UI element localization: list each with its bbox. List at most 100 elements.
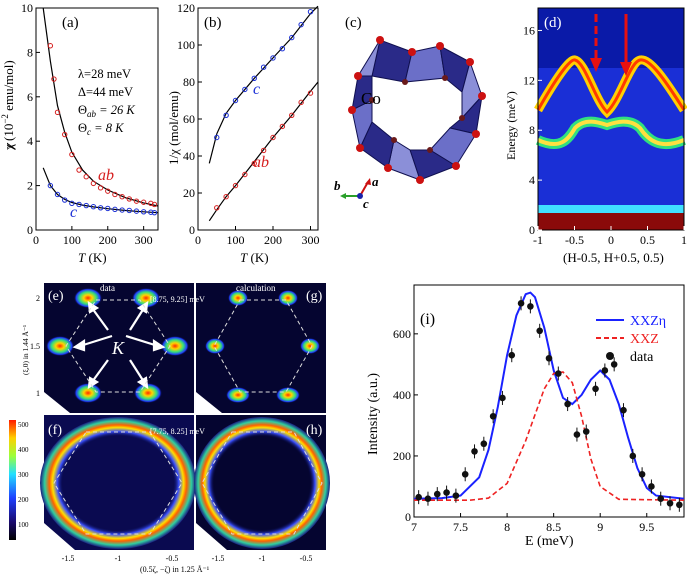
- panel-a-param-lambda: λ=28 meV: [78, 67, 131, 81]
- panel-b: 0 20 40 60 80 100 120 0 100 200 300 (b) c ab 1/χ …: [166, 1, 320, 265]
- panel-b-y-ticks: 0 20 40 60 80 100 120: [177, 1, 202, 237]
- panel-d: (d) 0 4 8 12 16 -1 -0.5 0 0.5 1 Energy (meV) (H-…: [504, 7, 687, 265]
- panel-a-xlabel: T (K): [78, 250, 107, 265]
- data-point: [582, 428, 590, 435]
- panel-e-K-label: K: [111, 338, 125, 358]
- panel-b-series-c-label: c: [253, 81, 260, 98]
- data-point-c: [76, 201, 82, 208]
- data-point: [620, 406, 627, 414]
- panel-i-ylabel: Intensity (a.u.): [366, 373, 381, 455]
- panel-a-data-points: [47, 43, 158, 216]
- data-point: [592, 385, 599, 393]
- data-point-c: [140, 209, 147, 215]
- panel-b-series-ab-label: ab: [253, 154, 269, 171]
- data-point-c: [260, 64, 267, 70]
- data-point: [657, 495, 665, 502]
- data-point-ab: [223, 194, 229, 200]
- data-point-ab: [242, 171, 248, 178]
- panel-i-x-ticks: 7 7.5 8 8.5 9 9.5: [411, 513, 654, 534]
- data-point-ab: [140, 199, 147, 205]
- data-point: [545, 354, 553, 362]
- data-point-ab: [83, 174, 89, 180]
- data-point-c: [242, 86, 248, 93]
- panel-i-frame: [413, 284, 685, 518]
- panel-i-xlabel: E (meV): [525, 534, 574, 549]
- panel-d-y-ticks: 0 4 8 12 16: [523, 23, 542, 237]
- x-tick-label: 200: [99, 233, 117, 247]
- data-point: [648, 483, 655, 490]
- efgh-x-tick-label: -0.5: [300, 554, 313, 563]
- data-point-c: [69, 200, 75, 207]
- data-point-ab: [126, 196, 132, 202]
- x-tick-label: 100: [227, 233, 245, 247]
- x-tick-label: 9.5: [639, 520, 654, 534]
- data-point: [443, 489, 450, 496]
- y-tick-label: 20: [183, 186, 195, 200]
- data-point: [666, 499, 674, 507]
- axis-b-label: b: [334, 178, 341, 193]
- data-point-c: [148, 209, 154, 215]
- panel-c-atom-label: Co: [361, 89, 381, 108]
- data-point-c: [112, 206, 118, 213]
- legend-xxz: XXZ: [630, 332, 659, 347]
- colorbar-tick-label: 400: [18, 446, 29, 454]
- data-point: [424, 495, 432, 502]
- cobalt-octahedra-ring: [348, 36, 486, 184]
- panel-e-hotspots: [46, 288, 189, 403]
- data-point: [508, 351, 516, 359]
- panel-a-frame: [35, 7, 159, 231]
- panel-h-label: (h): [306, 423, 323, 438]
- panel-g-header: calculation: [236, 283, 276, 293]
- panel-i-fit-lines: [413, 291, 685, 501]
- colorbar-tick-label: 100: [18, 521, 29, 529]
- axis-c-label: c: [363, 196, 369, 211]
- panel-f-label: (f): [48, 423, 62, 438]
- data-point: [555, 370, 562, 377]
- y-tick-label: 400: [393, 388, 411, 402]
- x-tick-label: 0: [195, 233, 201, 247]
- panel-f-ring: [40, 417, 196, 549]
- y-tick-label: 10: [21, 1, 33, 15]
- panel-i-data-points: [415, 296, 683, 512]
- data-point: [452, 492, 460, 499]
- panel-a-series-ab-label: ab: [98, 167, 114, 184]
- panel-d-label: (d): [544, 15, 562, 31]
- data-point: [517, 300, 525, 307]
- data-point-c: [298, 21, 304, 28]
- data-point: [527, 303, 534, 310]
- x-tick-label: 7: [411, 520, 417, 534]
- data-point-ab: [270, 134, 276, 141]
- efgh-y-tick-label: 2: [36, 294, 40, 303]
- axis-a-label: a: [372, 174, 379, 189]
- fit-line-ab: [208, 81, 319, 222]
- y-tick-label: 4: [529, 173, 535, 187]
- panel-b-ylabel: 1/χ (mol/emu): [166, 91, 181, 165]
- y-tick-label: 2: [27, 179, 33, 193]
- panel-a: 0 2 4 6 8 10 0 100 200 300 (a) λ=28 meV Δ=44 meV…: [0, 1, 159, 265]
- panel-i-y-ticks: 0 200 400 600: [393, 327, 418, 524]
- colorbar-tick-label: 300: [18, 471, 29, 479]
- x-tick-label: 7.5: [453, 520, 468, 534]
- panel-b-data-points: [214, 9, 314, 211]
- colorbar-tick-label: 500: [18, 421, 29, 429]
- data-point-ab: [51, 76, 57, 82]
- legend-data: data: [630, 350, 654, 365]
- y-tick-label: 120: [177, 1, 195, 15]
- data-point-c: [105, 205, 111, 212]
- efgh-ylabel: (ξ,0) in 1.44 Å⁻¹: [21, 325, 30, 375]
- fit-line-xxzeta: [413, 291, 685, 500]
- data-point-ab: [105, 188, 111, 194]
- data-point: [638, 470, 646, 478]
- y-tick-label: 0: [529, 223, 535, 237]
- x-tick-label: 8: [504, 520, 510, 534]
- panel-d-ylabel: Energy (meV): [504, 91, 518, 160]
- panel-d-elastic-line: [538, 205, 684, 213]
- y-tick-label: 60: [183, 112, 195, 126]
- data-point: [601, 367, 609, 374]
- data-point-c: [270, 55, 276, 61]
- data-point-ab: [69, 151, 75, 158]
- data-point: [573, 431, 581, 438]
- y-tick-label: 100: [177, 38, 195, 52]
- data-point-c: [83, 202, 89, 209]
- x-tick-label: 1: [681, 233, 687, 247]
